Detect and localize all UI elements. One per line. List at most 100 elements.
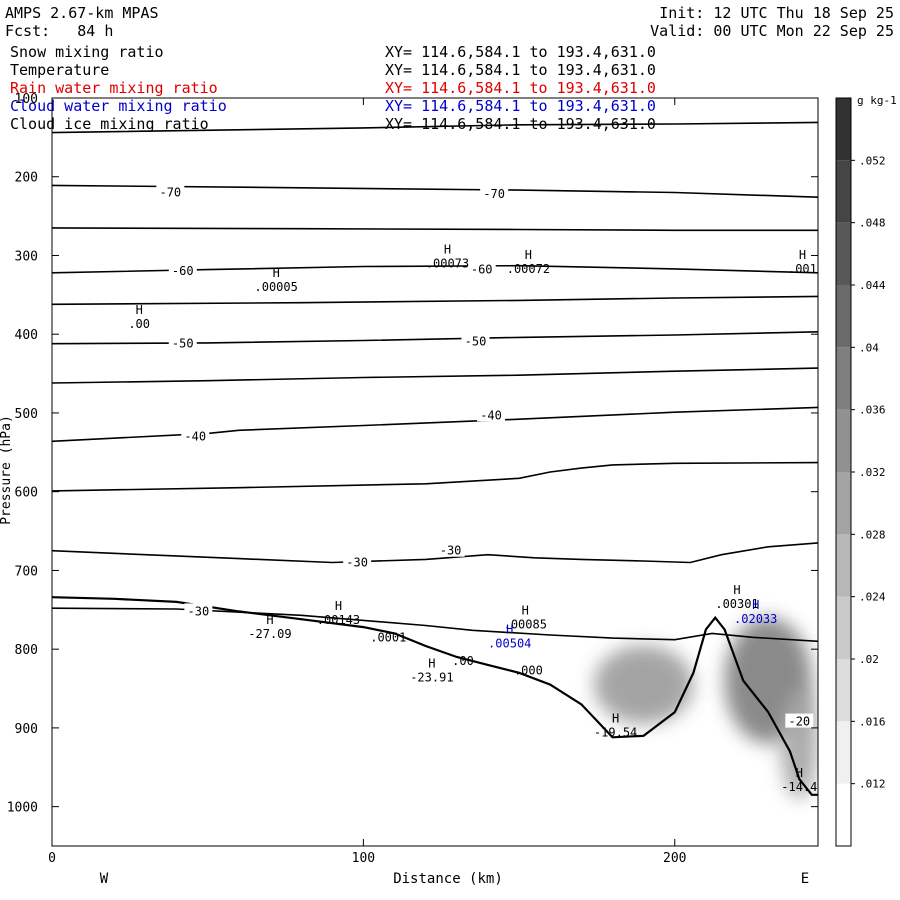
- legend-cloud-ice: Cloud ice mixing ratio: [10, 115, 209, 133]
- colorbar-tick-label: .04: [859, 341, 879, 354]
- isotherm-label-1: -70: [483, 187, 505, 201]
- colorbar-tick-label: .016: [859, 715, 886, 728]
- terrain-line: [52, 596, 818, 796]
- legend-rain: Rain water mixing ratio: [10, 79, 218, 97]
- isotherm-label-8: -30: [346, 556, 368, 570]
- colorbar-tick-label: .024: [859, 591, 886, 604]
- high-value-1: .00005: [255, 280, 298, 294]
- colorbar-tick-label: .028: [859, 528, 886, 541]
- legend-cloud-water: Cloud water mixing ratio: [10, 97, 227, 115]
- high-value-4: .001: [788, 262, 817, 276]
- isotherm-8: [52, 461, 818, 492]
- model-title: AMPS 2.67-km MPAS: [5, 4, 159, 22]
- west-label: W: [100, 871, 109, 887]
- colorbar-tick-label: .048: [859, 217, 886, 230]
- isotherm-label-10: -30: [188, 604, 210, 618]
- east-label: E: [801, 871, 809, 887]
- y-tick-label: 700: [15, 564, 38, 579]
- y-tick-label: 400: [15, 328, 38, 343]
- legend-temperature-xy: XY= 114.6,584.1 to 193.4,631.0: [385, 61, 656, 79]
- high-value-7: .00085: [504, 618, 547, 632]
- isotherm-0: [52, 121, 818, 134]
- isotherm-label-9: -30: [440, 544, 462, 558]
- high-value-10: -19.54: [594, 726, 637, 740]
- contour-value-2: .000: [514, 663, 543, 677]
- contour-value-0: .0001: [370, 630, 406, 644]
- high-value-2: .00073: [426, 256, 469, 270]
- isotherm-1: [52, 184, 818, 198]
- x-axis-label: Distance (km): [393, 871, 503, 887]
- legend-snow-xy: XY= 114.6,584.1 to 193.4,631.0: [385, 43, 656, 61]
- isotherm-label-3: -60: [471, 263, 493, 277]
- high-marker-9: H: [428, 656, 435, 670]
- y-tick-label: 800: [15, 643, 38, 658]
- isotherm-6: [52, 367, 818, 384]
- high-marker-10: H: [612, 712, 619, 726]
- contour-value-1: .00: [452, 654, 474, 668]
- colorbar-segment: [836, 596, 851, 659]
- high-value-12: .02033: [734, 612, 777, 626]
- isotherm-label-11: -20: [788, 715, 810, 729]
- high-value-8: .00504: [488, 637, 531, 651]
- high-marker-13: H: [796, 766, 803, 780]
- y-axis-label: Pressure (hPa): [0, 415, 14, 525]
- valid-time: Valid: 00 UTC Mon 22 Sep 25: [650, 22, 894, 40]
- high-value-11: .00301: [715, 597, 758, 611]
- y-tick-label: 600: [15, 486, 38, 501]
- colorbar-segment: [836, 472, 851, 535]
- x-tick-label: 0: [48, 851, 56, 866]
- high-marker-4: H: [799, 248, 806, 262]
- high-marker-11: H: [733, 583, 740, 597]
- high-marker-1: H: [273, 266, 280, 280]
- isotherm-5: [52, 331, 818, 345]
- high-value-6: .00143: [317, 613, 360, 627]
- shaded-region-0: [593, 645, 694, 724]
- high-value-3: .00072: [507, 262, 550, 276]
- isotherm-label-0: -70: [159, 185, 181, 199]
- high-marker-5: H: [266, 613, 273, 627]
- high-marker-6: H: [335, 599, 342, 613]
- y-tick-label: 900: [15, 722, 38, 737]
- high-marker-7: H: [522, 604, 529, 618]
- init-time: Init: 12 UTC Thu 18 Sep 25: [659, 4, 894, 22]
- legend-snow: Snow mixing ratio: [10, 43, 164, 61]
- colorbar-segment: [836, 222, 851, 285]
- isotherm-4: [52, 295, 818, 306]
- isotherm-label-6: -40: [184, 430, 206, 444]
- high-value-0: .00: [128, 317, 150, 331]
- isotherm-9: [52, 542, 818, 564]
- colorbar-segment: [836, 783, 851, 846]
- colorbar-tick-label: .012: [859, 778, 886, 791]
- colorbar-segment: [836, 409, 851, 472]
- colorbar-segment: [836, 534, 851, 597]
- y-tick-label: 500: [15, 407, 38, 422]
- colorbar-tick-label: .052: [859, 154, 886, 167]
- isotherm-label-2: -60: [172, 264, 194, 278]
- high-marker-8: H: [506, 623, 513, 637]
- isotherm-7: [52, 406, 818, 443]
- legend-temperature: Temperature: [10, 61, 110, 79]
- isotherm-2: [52, 227, 818, 232]
- high-marker-2: H: [444, 242, 451, 256]
- colorbar-tick-label: .032: [859, 466, 886, 479]
- colorbar-segment: [836, 659, 851, 722]
- high-marker-0: H: [136, 303, 143, 317]
- colorbar-tick-label: .044: [859, 279, 886, 292]
- colorbar-segment: [836, 347, 851, 410]
- y-tick-label: 200: [15, 171, 38, 186]
- high-value-5: -27.09: [248, 627, 291, 641]
- colorbar-segment: [836, 98, 851, 161]
- plot-frame: [51, 97, 819, 847]
- high-value-13: -14.4: [781, 780, 817, 794]
- y-tick-label: 1000: [7, 801, 38, 816]
- legend-rain-xy: XY= 114.6,584.1 to 193.4,631.0: [385, 79, 656, 97]
- colorbar-segment: [836, 721, 851, 784]
- colorbar-unit: g kg-1: [857, 94, 897, 107]
- isotherm-label-5: -50: [465, 334, 487, 348]
- y-tick-label: 100: [15, 92, 38, 107]
- isotherm-label-4: -50: [172, 337, 194, 351]
- colorbar-tick-label: .02: [859, 653, 879, 666]
- x-tick-label: 200: [663, 851, 686, 866]
- legend-cloud-water-xy: XY= 114.6,584.1 to 193.4,631.0: [385, 97, 656, 115]
